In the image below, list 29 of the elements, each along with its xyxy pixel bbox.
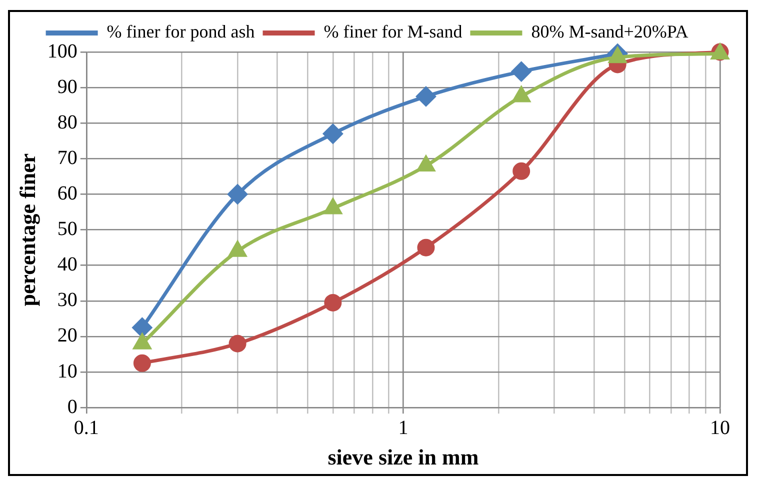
x-tick-label: 0.1 bbox=[74, 416, 99, 439]
x-tick-label: 10 bbox=[710, 416, 730, 439]
point bbox=[512, 62, 532, 82]
y-tick-label: 60 bbox=[57, 182, 78, 204]
y-tick-label: 70 bbox=[57, 146, 78, 169]
y-tick-label: 20 bbox=[57, 324, 78, 347]
y-tick-label: 90 bbox=[57, 76, 78, 98]
legend-label: % finer for pond ash bbox=[106, 22, 255, 42]
y-tick-label: 80 bbox=[57, 111, 78, 134]
y-tick-label: 10 bbox=[57, 360, 78, 382]
point bbox=[324, 294, 342, 312]
point bbox=[323, 124, 343, 144]
point bbox=[133, 354, 151, 372]
y-tick-label: 40 bbox=[57, 254, 78, 276]
y-tick-label: 50 bbox=[57, 218, 78, 240]
y-tick-label: 100 bbox=[47, 40, 78, 62]
point bbox=[417, 238, 435, 256]
x-tick-label: 1 bbox=[398, 416, 408, 439]
point bbox=[228, 184, 248, 204]
legend-label: % finer for M-sand bbox=[324, 22, 462, 42]
y-axis-title: percentage finer bbox=[14, 153, 40, 306]
point bbox=[228, 334, 246, 352]
legend-label: 80% M-sand+20%PA bbox=[531, 22, 688, 42]
point bbox=[512, 162, 530, 180]
point bbox=[132, 318, 152, 338]
y-tick-label: 0 bbox=[67, 396, 78, 418]
y-tick-label: 30 bbox=[57, 289, 78, 312]
point bbox=[416, 86, 436, 106]
x-axis-title: sieve size in mm bbox=[328, 444, 479, 470]
